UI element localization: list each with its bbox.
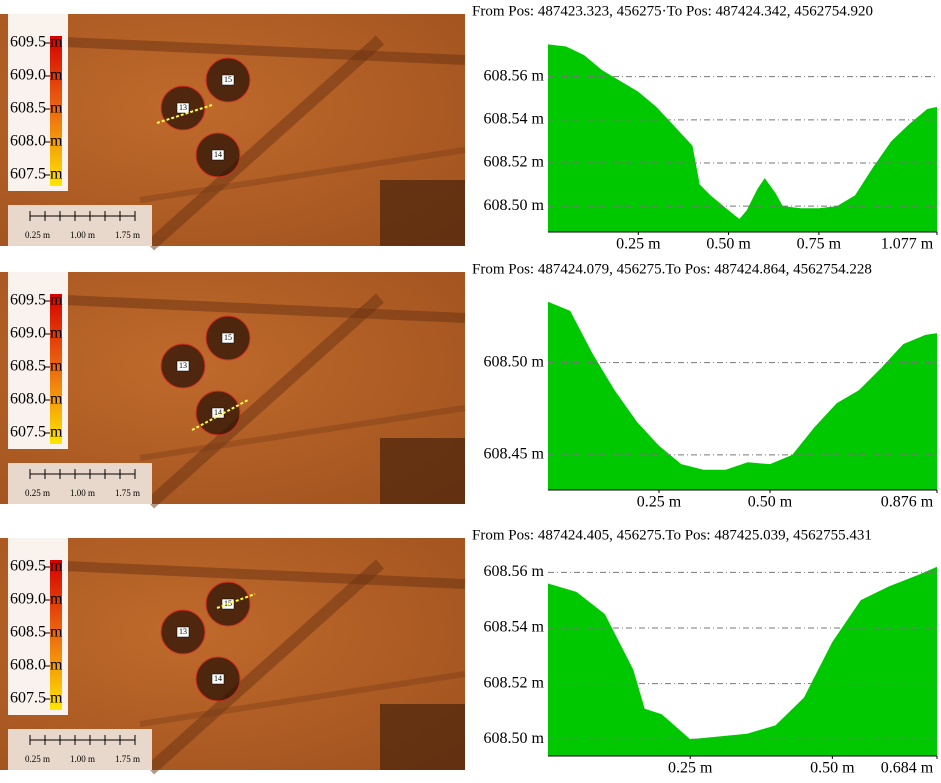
x-tick-label: 0.50 m — [748, 494, 793, 511]
map-shadow — [380, 704, 465, 770]
y-tick-label: 608.54 m — [484, 619, 545, 636]
scale-label: 0.25 m — [25, 754, 50, 764]
legend-label: 607.5 m — [10, 424, 63, 441]
legend-label: 609.0 m — [10, 67, 63, 84]
x-tick-label: 0.75 m — [797, 236, 842, 253]
x-tick-label: 0.50 m — [706, 236, 751, 253]
feature-label: 15 — [224, 75, 232, 84]
y-tick-label: 608.50 m — [484, 730, 545, 747]
x-tick-label: 0.50 m — [810, 760, 855, 777]
chart-title: From Pos: 487424.079, 456275.To Pos: 487… — [472, 261, 872, 277]
y-tick-label: 608.56 m — [484, 67, 545, 84]
scale-label: 1.75 m — [115, 754, 140, 764]
legend-label: 608.0 m — [10, 657, 63, 674]
legend-label: 608.5 m — [10, 624, 63, 641]
scale-label: 1.00 m — [70, 230, 95, 240]
profile-area — [548, 44, 937, 232]
legend-label: 608.5 m — [10, 100, 63, 117]
scale-label: 1.00 m — [70, 488, 95, 498]
x-tick-label: 1.077 m — [881, 236, 934, 253]
legend-label: 608.0 m — [10, 133, 63, 150]
scale-label: 0.25 m — [25, 488, 50, 498]
y-tick-label: 608.50 m — [484, 353, 545, 370]
legend-label: 608.0 m — [10, 391, 63, 408]
chart-title: From Pos: 487423.323, 456275·To Pos: 487… — [472, 3, 873, 19]
feature-label: 14 — [214, 150, 222, 159]
x-tick-label: 0.684 m — [881, 760, 934, 777]
x-tick-label: 0.25 m — [616, 236, 661, 253]
y-tick-label: 608.54 m — [484, 110, 545, 127]
legend-label: 609.5 m — [10, 558, 63, 575]
profile-area — [548, 567, 937, 756]
legend-label: 607.5 m — [10, 166, 63, 183]
x-tick-label: 0.25 m — [668, 760, 713, 777]
profile-area — [548, 302, 937, 490]
legend-label: 609.0 m — [10, 591, 63, 608]
y-tick-label: 608.52 m — [484, 674, 545, 691]
feature-label: 13 — [179, 361, 187, 370]
x-tick-label: 0.25 m — [637, 494, 682, 511]
feature-label: 15 — [224, 333, 232, 342]
figure: 15 13 14 609.5 m 609.0 m 608.5 m 608.0 m 607.5 … — [0, 0, 941, 783]
scale-label: 0.25 m — [25, 230, 50, 240]
map-shadow — [380, 438, 465, 504]
legend-label: 609.5 m — [10, 292, 63, 309]
feature-label: 13 — [179, 627, 187, 636]
y-tick-label: 608.50 m — [484, 197, 545, 214]
scale-label: 1.75 m — [115, 230, 140, 240]
map-shadow — [380, 180, 465, 246]
y-tick-label: 608.45 m — [484, 446, 545, 463]
legend-label: 609.5 m — [10, 34, 63, 51]
feature-label: 14 — [214, 674, 222, 683]
feature-label: 13 — [179, 103, 187, 112]
scale-label: 1.75 m — [115, 488, 140, 498]
x-tick-label: 0.876 m — [881, 494, 934, 511]
legend-label: 608.5 m — [10, 358, 63, 375]
legend-label: 607.5 m — [10, 690, 63, 707]
y-tick-label: 608.52 m — [484, 154, 545, 171]
scale-label: 1.00 m — [70, 754, 95, 764]
chart-title: From Pos: 487424.405, 456275.To Pos: 487… — [472, 527, 872, 543]
legend-label: 609.0 m — [10, 325, 63, 342]
y-tick-label: 608.56 m — [484, 563, 545, 580]
